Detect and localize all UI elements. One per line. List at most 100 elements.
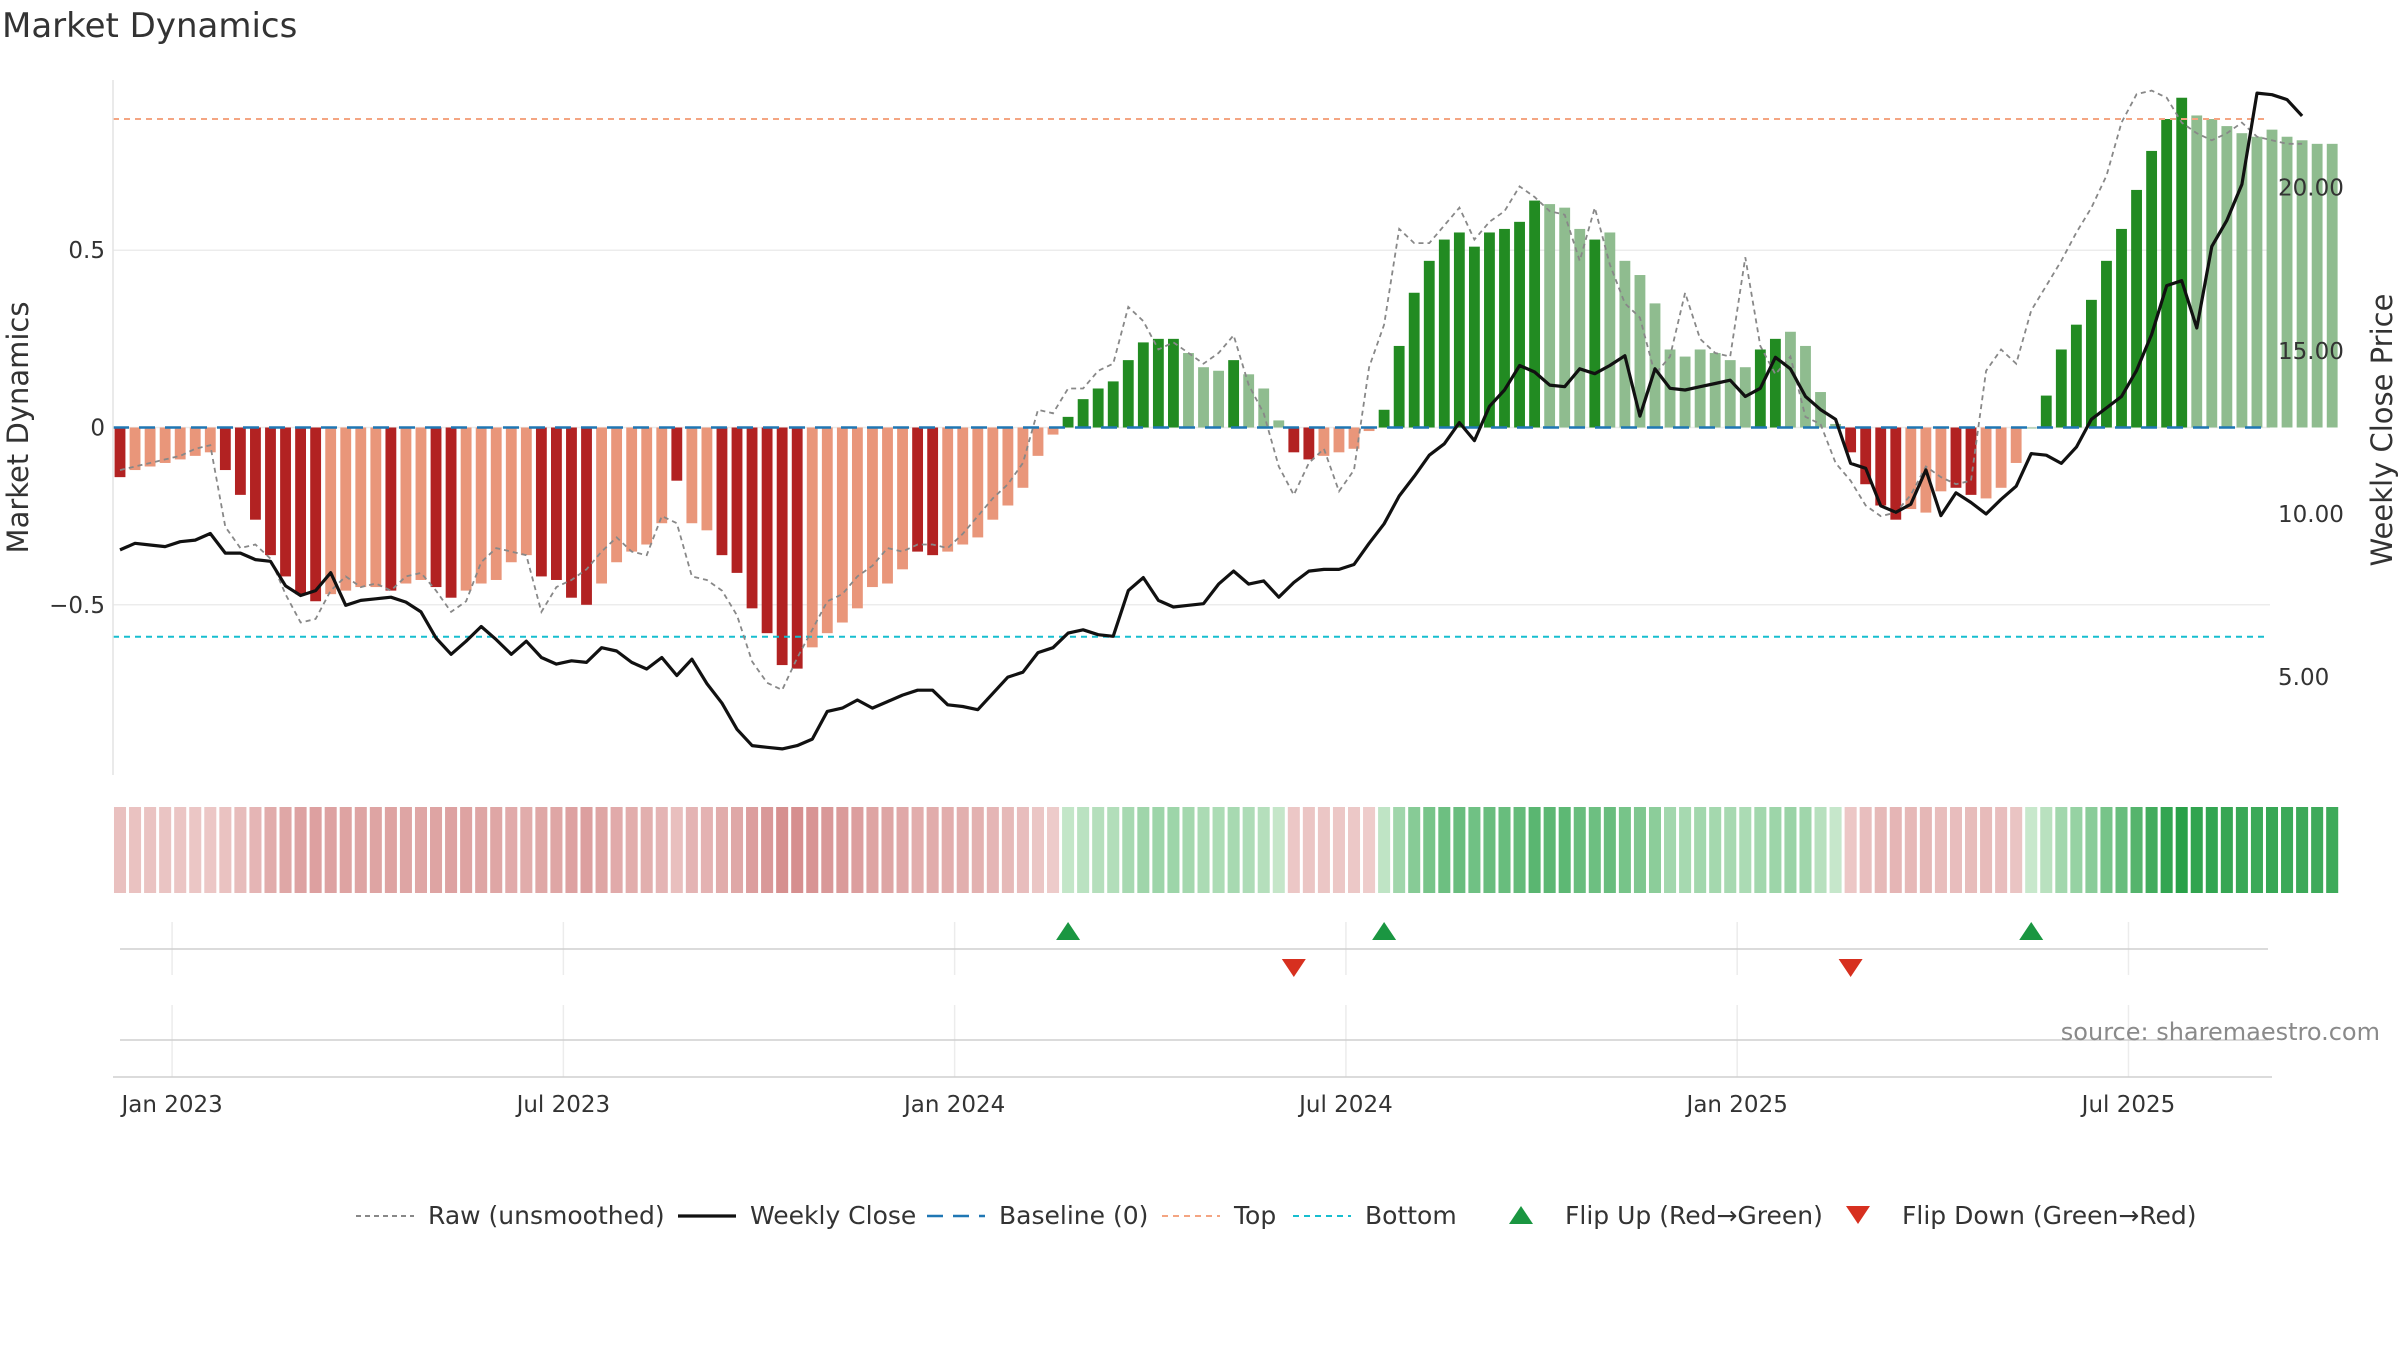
legend-item-up: Flip Up (Red→Green) [1509, 1201, 1823, 1230]
strip-cell [580, 807, 593, 893]
bar [2266, 129, 2278, 428]
strip-cell [1633, 807, 1646, 893]
strip-cell [475, 807, 488, 893]
weekly-close-line [119, 91, 2304, 751]
strip-cell [1197, 807, 1210, 893]
bar [1905, 427, 1917, 510]
strip-cell [189, 807, 202, 893]
bar [2236, 133, 2248, 428]
y-axis-label: Market Dynamics [1, 302, 35, 554]
bar [1408, 292, 1420, 428]
strip-cell [249, 807, 262, 893]
bar [2010, 427, 2022, 463]
y2-axis-label: Weekly Close Price [2365, 294, 2399, 567]
bar [2085, 299, 2097, 428]
strip-cell [1408, 807, 1421, 893]
strip-cell [219, 807, 232, 893]
bar [159, 427, 171, 463]
bar [1122, 360, 1134, 428]
strip-cell [445, 807, 458, 893]
bar [1965, 427, 1977, 495]
strip-cell [279, 807, 292, 893]
strip-cell [1077, 807, 1090, 893]
bar [746, 427, 758, 609]
bar [2176, 97, 2188, 428]
bar [129, 427, 141, 471]
bar [1152, 338, 1164, 428]
strip-cell [2115, 807, 2128, 893]
line-series [113, 89, 2304, 751]
bar [761, 427, 773, 634]
strip-cell [490, 807, 503, 893]
strip-cell [113, 807, 127, 893]
strip-cell [369, 807, 382, 893]
y2-tick-label: 20.00 [2278, 176, 2344, 202]
strip-cell [1513, 807, 1526, 893]
strip-cell [1152, 807, 1165, 893]
flip-up-marker [1056, 922, 1081, 940]
legend-label: Flip Up (Red→Green) [1565, 1201, 1823, 1230]
strip-cell [1543, 807, 1556, 893]
strip-cell [911, 807, 924, 893]
strip-cell [1648, 807, 1662, 893]
bar [1694, 349, 1706, 428]
bar [1845, 427, 1857, 453]
bar [1950, 427, 1962, 488]
y2-tick-label: 15.00 [2278, 339, 2344, 365]
x-tick-label: Jan 2025 [1685, 1092, 1788, 1118]
strip-cell [791, 807, 804, 893]
legend: Raw (unsmoothed) Weekly Close Baseline (0)… [356, 1201, 2197, 1230]
strip-cell [1844, 807, 1857, 893]
strip-cell [2205, 807, 2218, 893]
strip-cell [1874, 807, 1887, 893]
bar [1649, 303, 1661, 428]
bar [1378, 409, 1390, 428]
strip-cell [2100, 807, 2113, 893]
bar [776, 427, 788, 666]
strip-cell [595, 807, 608, 893]
bar [1032, 427, 1044, 456]
strip-cell [1769, 807, 1782, 893]
bar [234, 427, 246, 495]
strip-cell [1694, 807, 1707, 893]
bar [671, 427, 683, 481]
bar [641, 427, 653, 545]
strip-cell [2010, 807, 2023, 893]
strip-cell [1272, 807, 1285, 893]
axes: 0.5 0 −0.5 20.00 15.00 10.00 5.00 Market Dynami… [1, 80, 2399, 1118]
strip-cell [1257, 807, 1270, 893]
bar [505, 427, 517, 563]
strip-cell [430, 807, 443, 893]
bar [1800, 345, 1811, 428]
strip-cell [2040, 807, 2053, 893]
strip-cell [2265, 807, 2279, 893]
strip-cell [159, 807, 172, 893]
source-note: source: sharemaestro.com [2061, 1018, 2380, 1046]
bar [1980, 427, 1992, 499]
strip-cell [2130, 807, 2143, 893]
strip-cell [535, 807, 548, 893]
strip-cell [1317, 807, 1330, 893]
bar [836, 427, 848, 623]
bar [1574, 228, 1586, 428]
bar [1634, 275, 1646, 428]
strip-cell [866, 807, 879, 893]
legend-label: Flip Down (Green→Red) [1902, 1201, 2197, 1230]
strip-cell [2145, 807, 2158, 893]
y-tick-label: 0 [90, 416, 105, 442]
flip-markers [113, 922, 2272, 1078]
bar [2040, 395, 2052, 428]
legend-item-baseline: Baseline (0) [927, 1201, 1148, 1230]
strip-cell [1453, 807, 1466, 893]
strip-cell [2250, 807, 2263, 893]
bar [1228, 360, 1240, 428]
strip-cell [550, 807, 563, 893]
regime-strip [113, 807, 2339, 893]
strip-cell [1949, 807, 1962, 893]
strip-cell [204, 807, 217, 893]
bar [340, 427, 352, 591]
bar [656, 427, 668, 524]
strip-cell [1047, 807, 1060, 893]
bar [1709, 353, 1721, 428]
bar [1529, 200, 1541, 428]
